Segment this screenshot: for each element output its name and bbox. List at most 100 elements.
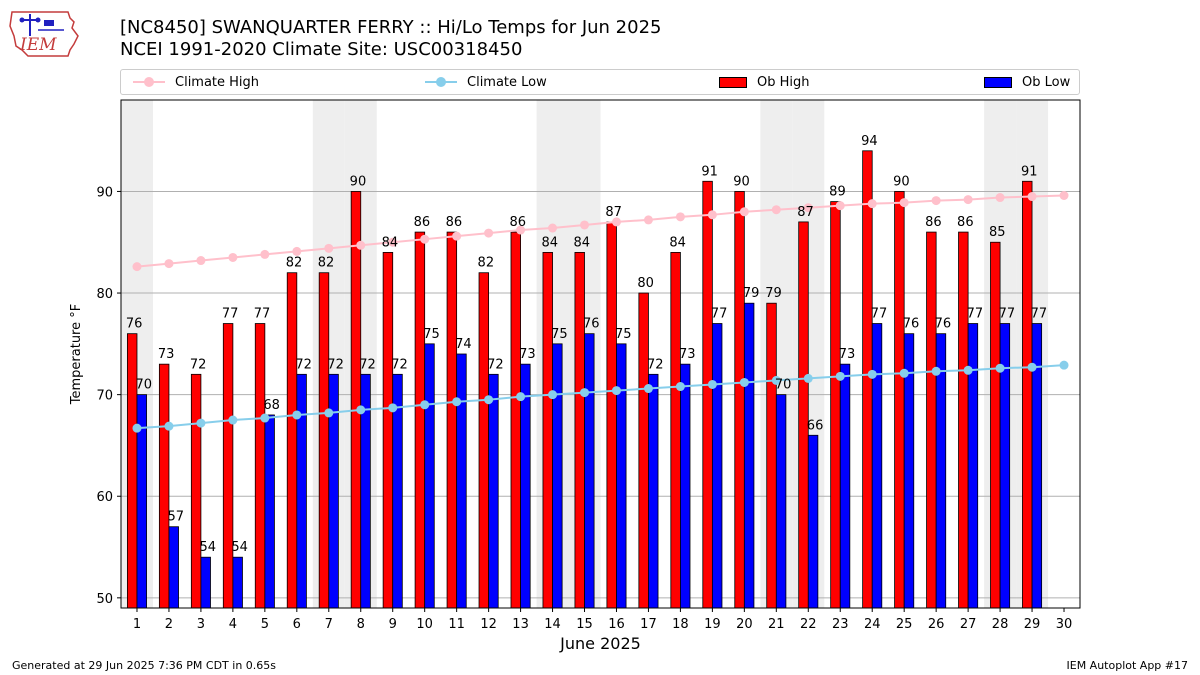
x-tick-label: 24: [864, 617, 881, 632]
ob-low-value-label: 73: [679, 347, 696, 362]
climate-low-point: [324, 408, 334, 418]
ob-high-value-label: 90: [350, 174, 367, 189]
climate-high-point: [324, 243, 334, 253]
ob-low-value-label: 76: [583, 317, 600, 332]
ob-high-value-label: 90: [893, 174, 910, 189]
ob-high-value-label: 86: [414, 215, 431, 230]
climate-high-point: [132, 262, 142, 272]
ob-high-bar: [670, 251, 681, 609]
ob-high-value-label: 86: [957, 215, 974, 230]
ob-high-bar: [574, 251, 585, 609]
x-tick-label: 10: [416, 617, 433, 632]
climate-low-point: [580, 388, 590, 398]
ob-low-bar: [616, 343, 627, 609]
x-tick-label: 12: [480, 617, 497, 632]
ob-high-value-label: 86: [925, 215, 942, 230]
ob-low-value-label: 73: [839, 347, 856, 362]
ob-low-value-label: 72: [647, 357, 664, 372]
ob-low-bar: [264, 414, 275, 609]
ob-high-bar: [254, 323, 266, 609]
ob-high-bar: [606, 221, 617, 609]
climate-high-point: [835, 201, 845, 211]
ob-high-bar: [382, 251, 394, 609]
ob-high-bar: [702, 180, 713, 609]
climate-high-point: [995, 193, 1005, 203]
ob-high-value-label: 91: [701, 164, 718, 179]
ob-high-value-label: 87: [605, 205, 622, 220]
logo-text: IEM: [19, 35, 57, 55]
climate-low-point: [196, 418, 206, 428]
ob-low-bar: [200, 556, 211, 609]
ob-low-value-label: 74: [455, 337, 472, 352]
ob-low-bar: [648, 373, 659, 609]
x-tick-label: 9: [389, 617, 397, 632]
climate-low-point: [867, 369, 877, 379]
y-tick-label: 70: [96, 389, 113, 404]
climate-low-point: [739, 377, 749, 387]
ob-high-value-label: 91: [1021, 164, 1038, 179]
x-tick-label: 13: [512, 617, 529, 632]
climate-low-point: [260, 413, 270, 423]
ob-low-value-label: 70: [136, 378, 153, 393]
iem-logo: IEM: [8, 6, 82, 60]
ob-high-bar: [510, 231, 521, 609]
climate-low-line: [136, 364, 1065, 430]
ob-low-value-label: 72: [295, 357, 312, 372]
climate-high-point: [196, 256, 206, 266]
x-tick-label: 4: [229, 617, 237, 632]
ob-low-value-label: 70: [775, 378, 792, 393]
ob-high-value-label: 86: [510, 215, 527, 230]
climate-high-point: [643, 215, 653, 225]
climate-low-point: [356, 405, 366, 415]
climate-high-point: [516, 225, 526, 235]
ob-high-bar: [478, 272, 490, 609]
climate-low-point: [228, 415, 238, 425]
ob-low-value-label: 72: [487, 357, 504, 372]
y-axis-label: Temperature °F: [69, 304, 84, 405]
ob-high-value-label: 72: [190, 357, 207, 372]
ob-high-bar: [766, 302, 777, 609]
climate-low-point: [995, 363, 1005, 373]
climate-low-point: [420, 400, 430, 410]
ob-high-value-label: 76: [126, 317, 143, 332]
generated-footer: Generated at 29 Jun 2025 7:36 PM CDT in …: [12, 659, 277, 672]
ob-high-value-label: 84: [573, 235, 590, 250]
climate-low-point: [1027, 362, 1037, 372]
ob-high-bar: [126, 333, 138, 609]
ob-high-value-label: 79: [765, 286, 782, 301]
climate-low-point: [931, 366, 941, 376]
ob-high-value-label: 77: [254, 307, 271, 322]
ob-high-bar: [318, 272, 330, 609]
ob-high-value-label: 84: [541, 235, 558, 250]
climate-high-point: [803, 203, 813, 213]
ob-low-bar: [584, 333, 595, 609]
climate-low-point: [516, 392, 526, 402]
x-tick-label: 20: [736, 617, 753, 632]
climate-low-point: [643, 384, 653, 394]
legend: Climate High Climate Low Ob High Ob Low: [120, 69, 1080, 95]
x-tick-label: 3: [197, 617, 205, 632]
x-tick-label: 15: [576, 617, 593, 632]
ob-low-bar: [775, 394, 787, 609]
ob-low-value-label: 72: [391, 357, 408, 372]
ob-low-value-label: 72: [359, 357, 376, 372]
ob-high-bar: [1022, 180, 1033, 609]
climate-low-point: [771, 375, 781, 385]
ob-low-bar: [680, 363, 691, 609]
x-tick-label: 2: [165, 617, 173, 632]
ob-low-value-label: 75: [423, 327, 440, 342]
legend-label-climate-low: Climate Low: [467, 74, 547, 90]
chart-subtitle: NCEI 1991-2020 Climate Site: USC00318450: [120, 39, 523, 60]
climate-high-point: [260, 249, 270, 259]
climate-high-point: [484, 228, 494, 238]
ob-low-bar: [743, 302, 755, 609]
climate-high-point: [739, 207, 749, 217]
ob-high-bar: [286, 272, 298, 609]
ob-low-value-label: 54: [199, 540, 216, 555]
climate-high-point: [548, 223, 558, 233]
ob-high-bar: [350, 191, 362, 609]
ob-high-value-label: 82: [286, 256, 303, 271]
ob-high-bar: [190, 373, 202, 609]
ob-low-value-label: 77: [711, 307, 728, 322]
